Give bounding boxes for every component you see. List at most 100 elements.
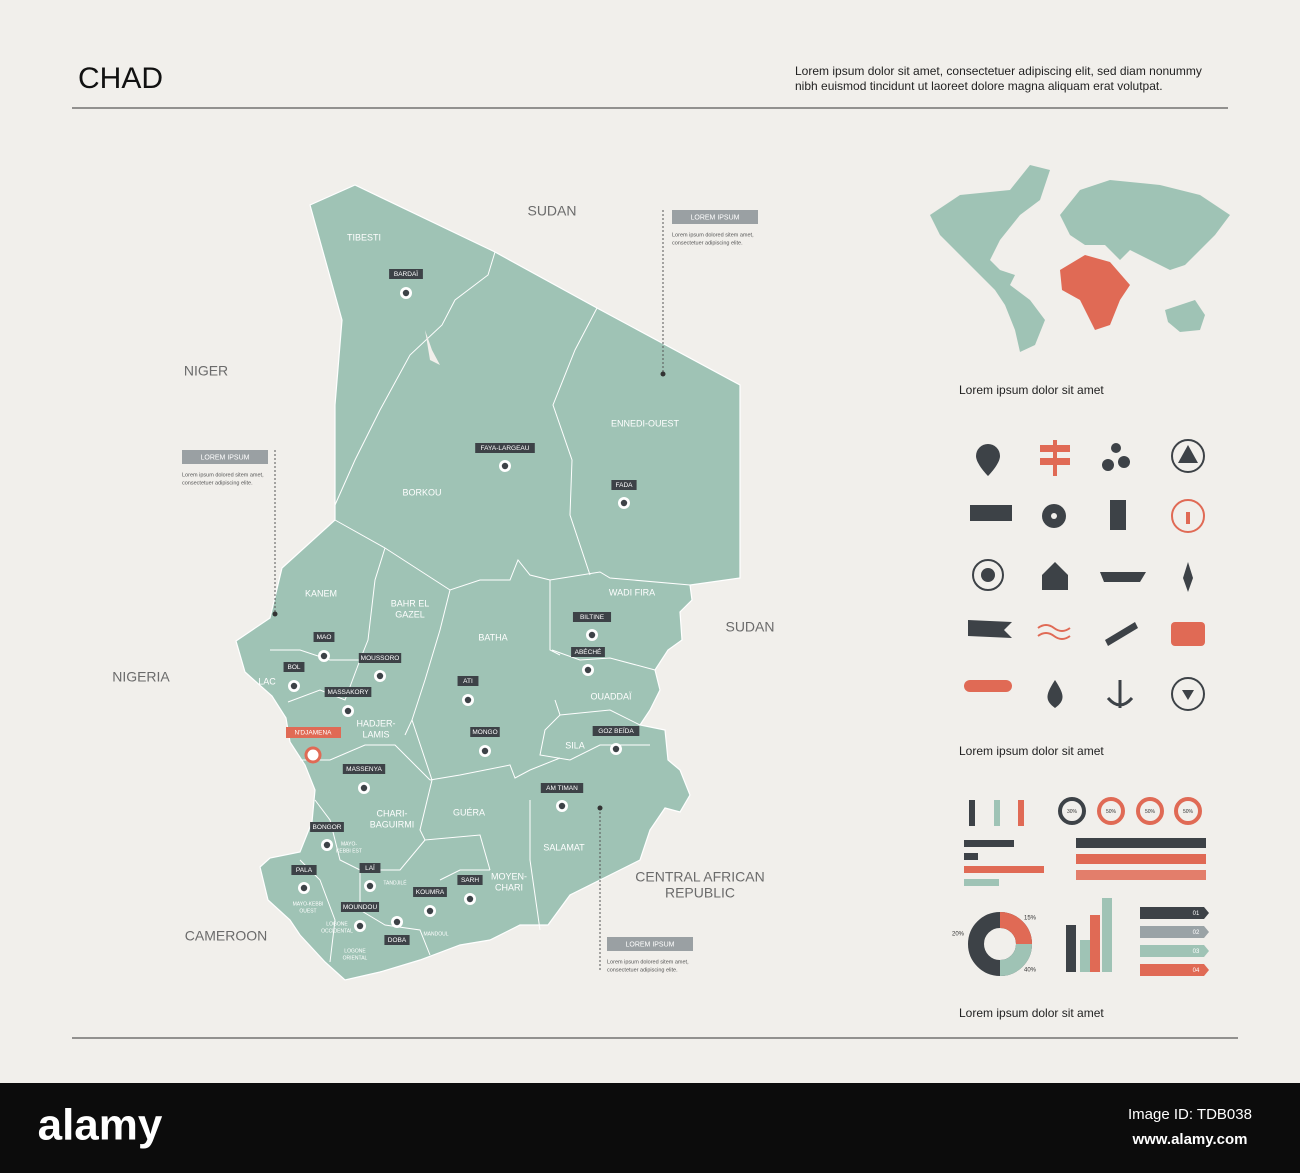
city-label: BILTINE — [580, 614, 605, 621]
city-label: SARH — [461, 877, 479, 884]
icon-ship — [1100, 572, 1146, 582]
city-label-box — [283, 662, 305, 672]
neighbor-label: NIGER — [184, 363, 228, 379]
region-label: BATHA — [478, 632, 507, 642]
city-label-box — [413, 887, 447, 897]
city-label-box — [611, 480, 637, 490]
city-label-box — [291, 865, 317, 875]
step-label: 03 — [1193, 949, 1200, 955]
callout-dot — [272, 611, 278, 617]
region-label: KEBBI EST — [336, 848, 362, 854]
person — [969, 800, 975, 826]
callout-dot — [660, 371, 666, 377]
border — [549, 580, 561, 656]
region-label: KANEM — [305, 588, 337, 598]
step-label: 02 — [1193, 930, 1200, 936]
bar — [964, 866, 1044, 873]
americas — [930, 165, 1050, 352]
city-marker-dot — [464, 696, 472, 704]
icon-warning — [1178, 445, 1198, 463]
city-label: ATI — [463, 678, 473, 685]
step — [1140, 945, 1209, 957]
icon-info — [1171, 499, 1205, 533]
city-label: MOUSSORO — [361, 655, 400, 662]
icon-anchor — [1106, 680, 1134, 708]
lake-notch — [425, 330, 440, 365]
region-label: MANDOUL — [423, 931, 448, 937]
pie-label: 20% — [952, 932, 965, 938]
city-label: FADA — [616, 482, 634, 489]
world-map — [930, 165, 1230, 352]
icon-warning — [1171, 439, 1205, 473]
callout-dot — [597, 805, 603, 811]
icon-plane — [1105, 622, 1138, 646]
donut-label: 50% — [1183, 809, 1194, 815]
donut — [1097, 797, 1125, 825]
border — [552, 307, 598, 576]
capital-label: N'DJAMENA — [295, 730, 333, 737]
caption: Lorem ipsum dolor sit amet — [959, 1006, 1104, 1020]
region-label: LOGONE — [326, 921, 348, 927]
region-label: LOGONE — [344, 948, 366, 954]
callout-text: consectetuer adipiscing elite. — [182, 480, 253, 486]
city-marker-dot — [558, 802, 566, 810]
step — [1140, 964, 1209, 976]
country-shape — [235, 184, 741, 981]
border — [439, 869, 490, 881]
city-label-box — [310, 822, 344, 832]
icon-pin — [976, 444, 1000, 476]
region-label: GAZEL — [395, 609, 425, 619]
city-marker-dot — [612, 745, 620, 753]
border — [334, 251, 496, 506]
footer-bar — [0, 1083, 1300, 1173]
city-marker-dot — [584, 666, 592, 674]
region-label: OUEST — [299, 908, 316, 914]
region-label: MOYEN- — [491, 871, 527, 881]
icon-fuel — [1110, 500, 1126, 530]
icon-drop — [1047, 680, 1063, 708]
column — [1080, 940, 1090, 972]
eurasia — [1060, 180, 1230, 270]
city-label: MOUNDOU — [343, 904, 378, 911]
people-row — [1076, 838, 1206, 848]
border — [559, 709, 641, 726]
callout-box — [672, 210, 758, 224]
icon-info — [1186, 512, 1190, 524]
footer-brand: alamy — [38, 1101, 163, 1150]
icon-drops — [1111, 443, 1121, 453]
labels: SUDAN NIGER NIGERIA SUDAN CENTRAL AFRICANREP… — [112, 203, 1202, 1020]
border — [411, 719, 491, 871]
description: Lorem ipsum dolor sit amet, consectetuer… — [795, 64, 1202, 78]
donut — [1058, 797, 1086, 825]
callout-box — [182, 450, 268, 464]
region-label: HADJER- — [356, 718, 395, 728]
border — [404, 589, 451, 736]
region-label: MAYO- — [341, 841, 357, 847]
city-label: PALA — [296, 867, 313, 874]
region-label: CHARI- — [377, 808, 408, 818]
donut — [1136, 797, 1164, 825]
city-marker-dot — [376, 672, 384, 680]
city-marker-dot — [320, 652, 328, 660]
city-label-box — [389, 269, 423, 279]
donut — [1174, 797, 1202, 825]
column — [1090, 915, 1100, 972]
city-label: MONGO — [472, 729, 497, 736]
footer-site: www.alamy.com — [1131, 1131, 1247, 1148]
city-label: BOL — [287, 664, 300, 671]
bar — [964, 840, 1014, 847]
person — [1018, 800, 1024, 826]
icon-target — [981, 568, 995, 582]
region-label: BAHR EL — [391, 598, 430, 608]
icon-sign — [1053, 440, 1057, 476]
city-marker-dot — [360, 784, 368, 792]
icon-down — [1171, 677, 1205, 711]
city-label-box — [540, 783, 584, 793]
step — [1140, 907, 1209, 919]
callout-title: LOREM IPSUM — [625, 941, 674, 948]
neighbor-label: CAMEROON — [185, 928, 267, 944]
city-label: AM TIMAN — [546, 785, 578, 792]
icon-target — [972, 559, 1004, 591]
